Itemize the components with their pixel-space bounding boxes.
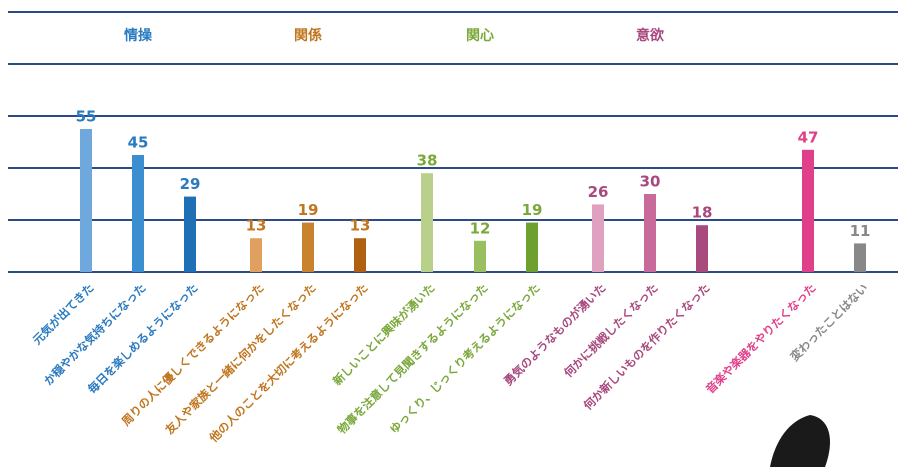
data-label: 29 bbox=[180, 175, 201, 193]
data-label: 30 bbox=[640, 173, 661, 191]
data-label: 45 bbox=[128, 134, 149, 152]
bar bbox=[802, 149, 814, 272]
bar bbox=[80, 129, 92, 272]
data-label: 19 bbox=[522, 201, 543, 219]
data-label: 11 bbox=[850, 222, 871, 240]
bar bbox=[184, 196, 196, 272]
bar bbox=[696, 225, 708, 272]
group-label: 関心 bbox=[466, 28, 494, 44]
data-label: 18 bbox=[692, 204, 713, 222]
bar bbox=[302, 222, 314, 272]
bar bbox=[132, 155, 144, 272]
bar bbox=[421, 173, 433, 272]
bar bbox=[644, 194, 656, 272]
bar bbox=[250, 238, 262, 272]
data-label: 19 bbox=[298, 201, 319, 219]
group-label: 意欲 bbox=[636, 27, 664, 44]
data-label: 47 bbox=[798, 128, 819, 146]
group-label: 関係 bbox=[294, 27, 322, 44]
decoration bbox=[770, 415, 830, 467]
x-tick-label: 音楽や楽器をやりたくなった bbox=[703, 281, 819, 397]
data-label: 55 bbox=[76, 108, 97, 126]
data-label: 12 bbox=[470, 219, 491, 237]
bar bbox=[592, 204, 604, 272]
bar bbox=[474, 240, 486, 272]
group-label: 情操 bbox=[124, 27, 153, 44]
data-label: 26 bbox=[588, 183, 609, 201]
bar bbox=[854, 243, 866, 272]
data-label: 13 bbox=[350, 217, 371, 235]
x-tick-label: か穏やかな気持ちになった bbox=[41, 281, 148, 388]
data-label: 13 bbox=[246, 217, 267, 235]
x-tick-label: 毎日を楽しめるようになった bbox=[85, 281, 201, 397]
bar bbox=[354, 238, 366, 272]
data-label: 38 bbox=[417, 152, 438, 170]
bar bbox=[526, 222, 538, 272]
x-tick-label: 何かに挑戦したくなった bbox=[561, 281, 660, 380]
